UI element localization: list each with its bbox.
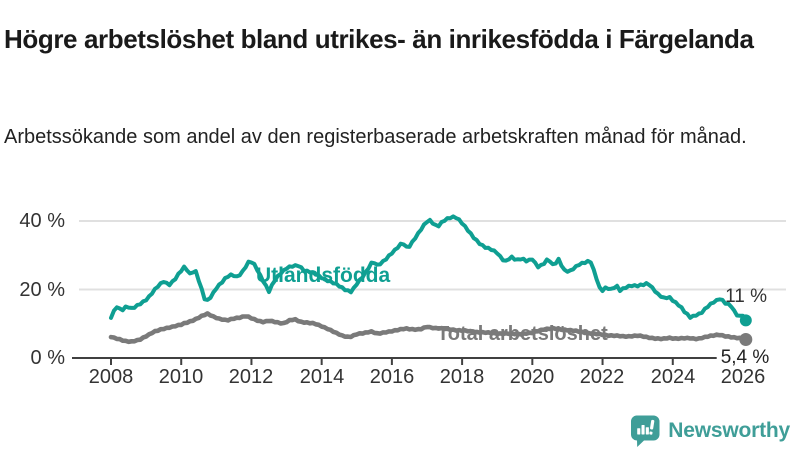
series-lines — [108, 214, 753, 347]
x-tick-label-2024: 2024 — [650, 366, 696, 388]
x-tick-label-2012: 2012 — [228, 366, 274, 388]
x-tick-label-2022: 2022 — [579, 366, 625, 388]
page-title: Högre arbetslöshet bland utrikes- än inr… — [4, 24, 754, 55]
x-tick-label-2008: 2008 — [88, 366, 134, 388]
end-value-label-total: 5,4 % — [716, 348, 774, 368]
x-axis — [72, 357, 771, 365]
newsworthy-bubble-chart-icon — [631, 415, 660, 447]
series-line-utlandsfodda — [109, 214, 748, 323]
chart-subtitle: Arbetssökande som andel av den registerb… — [4, 126, 747, 148]
x-tick-label-2014: 2014 — [299, 366, 345, 388]
newsworthy-wordmark: Newsworthy — [668, 419, 790, 442]
x-tick-label-2020: 2020 — [509, 366, 555, 388]
x-tick-label-2018: 2018 — [439, 366, 485, 388]
y-tick-label-40: 40 % — [19, 210, 65, 232]
series-end-dot-utlandsfodda — [739, 314, 752, 327]
x-tick-label-2026: 2026 — [720, 366, 766, 388]
x-tick-label-2010: 2010 — [158, 366, 204, 388]
gridlines — [79, 220, 786, 291]
x-tick-label-2016: 2016 — [369, 366, 415, 388]
newsworthy-logo[interactable]: Newsworthy — [630, 413, 790, 449]
end-value-label-utlandsfodda: 11 % — [725, 286, 767, 307]
y-tick-label-20: 20 % — [19, 279, 65, 301]
series-line-total — [108, 311, 749, 345]
y-tick-label-0: 0 % — [30, 347, 65, 369]
series-end-dot-total — [739, 333, 753, 347]
